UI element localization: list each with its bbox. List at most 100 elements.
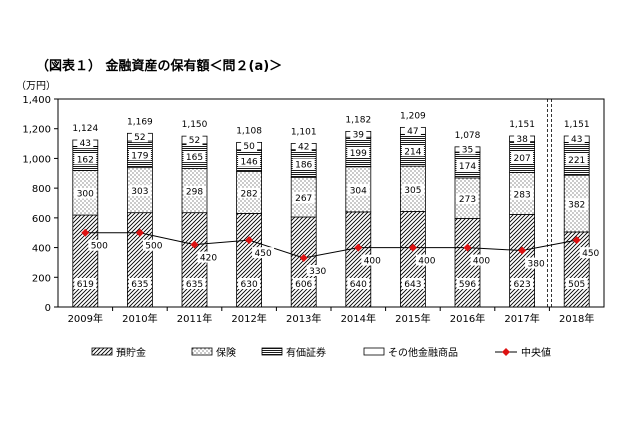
segment-label-bg bbox=[511, 152, 534, 164]
segment-label-bg bbox=[292, 158, 315, 170]
x-tick-label: 2013年 bbox=[286, 312, 321, 325]
legend-swatch bbox=[91, 347, 113, 356]
segment-label-bg bbox=[292, 278, 315, 289]
segment-value-label: 42 bbox=[298, 143, 309, 153]
segment-value-label: 630 bbox=[241, 280, 258, 290]
segment-label-bg bbox=[459, 143, 476, 155]
median-point bbox=[135, 228, 144, 237]
segment-value-label: 635 bbox=[131, 280, 148, 290]
segment-value-label: 52 bbox=[189, 136, 200, 146]
legend-label: 保険 bbox=[216, 346, 236, 359]
segment-label-bg bbox=[292, 192, 315, 204]
median-value-label: 450 bbox=[582, 249, 599, 259]
segment-value-label: 207 bbox=[514, 154, 531, 164]
segment-label-bg bbox=[456, 193, 479, 205]
segment-label-bg bbox=[404, 124, 421, 136]
segment-value-label: 619 bbox=[77, 280, 94, 290]
x-tick-label: 2016年 bbox=[450, 312, 485, 325]
median-label-bg bbox=[197, 251, 220, 263]
y-tick-label: 400 bbox=[32, 244, 51, 255]
segment-value-label: 47 bbox=[407, 127, 418, 137]
segment-label-bg bbox=[74, 278, 97, 289]
segment-value-label: 623 bbox=[514, 280, 531, 290]
median-point bbox=[245, 236, 254, 245]
x-tick-label: 2015年 bbox=[395, 312, 430, 325]
segment-value-label: 39 bbox=[353, 130, 365, 140]
median-value-label: 330 bbox=[309, 267, 326, 277]
segment-value-label: 505 bbox=[568, 280, 585, 290]
x-tick-label: 2011年 bbox=[177, 312, 212, 325]
segment-label-bg bbox=[295, 140, 312, 152]
segment-label-bg bbox=[238, 187, 261, 199]
x-tick-label: 2010年 bbox=[122, 312, 157, 325]
total-value-label: 1,169 bbox=[127, 117, 153, 127]
median-point bbox=[408, 243, 417, 252]
bar-segment bbox=[563, 231, 590, 308]
segment-label-bg bbox=[131, 131, 148, 143]
segment-value-label: 146 bbox=[241, 158, 258, 168]
segment-value-label: 283 bbox=[514, 190, 531, 200]
segment-value-label: 52 bbox=[134, 133, 145, 143]
x-tick-label: 2009年 bbox=[68, 312, 103, 325]
median-point bbox=[190, 240, 199, 249]
median-value-label: 450 bbox=[255, 249, 272, 259]
median-value-label: 400 bbox=[364, 257, 381, 267]
segment-value-label: 643 bbox=[404, 280, 421, 290]
segment-label-bg bbox=[568, 133, 585, 145]
legend-label: 預貯金 bbox=[116, 346, 146, 359]
segment-label-bg bbox=[183, 278, 206, 289]
segment-label-bg bbox=[128, 278, 151, 289]
median-label-bg bbox=[470, 254, 493, 266]
segment-value-label: 267 bbox=[295, 194, 312, 204]
segment-value-label: 50 bbox=[243, 142, 255, 152]
total-value-label: 1,151 bbox=[509, 120, 535, 130]
x-tick-label: 2017年 bbox=[504, 312, 539, 325]
segment-value-label: 304 bbox=[350, 186, 367, 196]
median-value-label: 500 bbox=[91, 242, 108, 252]
median-label-bg bbox=[361, 254, 384, 266]
segment-label-bg bbox=[347, 184, 370, 196]
segment-value-label: 298 bbox=[186, 188, 203, 198]
segment-value-label: 606 bbox=[295, 280, 312, 290]
segment-label-bg bbox=[401, 278, 424, 289]
median-label-bg bbox=[306, 264, 329, 276]
segment-label-bg bbox=[511, 188, 534, 200]
segment-value-label: 35 bbox=[462, 145, 473, 155]
median-point bbox=[354, 243, 363, 252]
segment-label-bg bbox=[565, 198, 588, 210]
legend-swatch bbox=[363, 347, 385, 356]
median-value-label: 400 bbox=[418, 257, 435, 267]
median-value-label: 420 bbox=[200, 254, 217, 264]
segment-value-label: 199 bbox=[350, 149, 367, 159]
segment-value-label: 214 bbox=[404, 147, 421, 157]
median-label-bg bbox=[142, 239, 165, 251]
segment-label-bg bbox=[183, 185, 206, 197]
segment-value-label: 382 bbox=[568, 201, 585, 211]
segment-label-bg bbox=[511, 278, 534, 289]
segment-value-label: 43 bbox=[571, 135, 582, 145]
segment-value-label: 596 bbox=[459, 280, 476, 290]
segment-label-bg bbox=[347, 146, 370, 158]
total-value-label: 1,078 bbox=[455, 131, 481, 141]
y-tick-label: 1,200 bbox=[22, 125, 51, 136]
segment-value-label: 38 bbox=[516, 135, 528, 145]
y-unit-label: （万円） bbox=[16, 80, 56, 92]
segment-value-label: 165 bbox=[186, 153, 203, 163]
median-line bbox=[85, 232, 577, 259]
segment-value-label: 635 bbox=[186, 280, 203, 290]
segment-label-bg bbox=[401, 145, 424, 157]
segment-value-label: 303 bbox=[131, 187, 148, 197]
y-tick-label: 600 bbox=[32, 214, 51, 225]
segment-value-label: 300 bbox=[77, 190, 94, 200]
segment-value-label: 273 bbox=[459, 195, 476, 205]
segment-label-bg bbox=[238, 278, 261, 289]
median-point bbox=[572, 236, 581, 245]
segment-label-bg bbox=[401, 183, 424, 195]
segment-label-bg bbox=[238, 155, 261, 167]
segment-label-bg bbox=[183, 151, 206, 163]
segment-label-bg bbox=[241, 140, 258, 152]
total-value-label: 1,209 bbox=[400, 111, 426, 121]
segment-label-bg bbox=[128, 149, 151, 161]
segment-label-bg bbox=[456, 159, 479, 171]
median-point bbox=[81, 228, 90, 237]
